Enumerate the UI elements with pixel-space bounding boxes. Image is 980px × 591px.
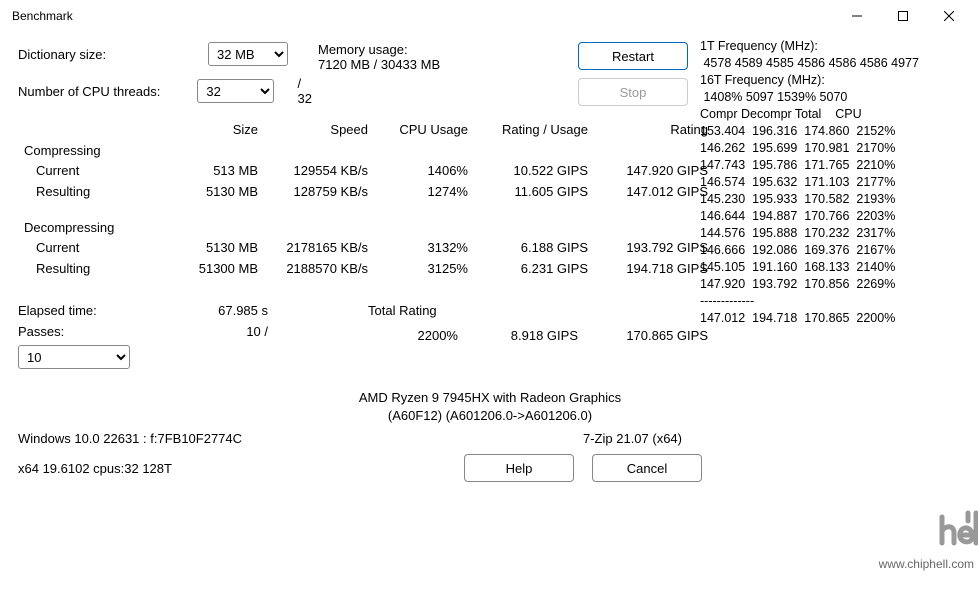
restart-button[interactable]: Restart: [578, 42, 688, 70]
minimize-button[interactable]: [834, 0, 880, 32]
threads-label: Number of CPU threads:: [18, 84, 197, 99]
col-cpu: CPU Usage: [368, 122, 468, 137]
col-size: Size: [168, 122, 258, 137]
window-title: Benchmark: [8, 9, 73, 23]
memory-usage-value: 7120 MB / 30433 MB: [318, 57, 578, 72]
chiphell-logo: [868, 503, 978, 549]
elapsed-label: Elapsed time:: [18, 303, 148, 318]
total-ratio: 8.918 GIPS: [458, 328, 578, 343]
total-rating: 170.865 GIPS: [578, 328, 708, 343]
os-info: Windows 10.0 22631 : f:7FB10F2774C: [18, 431, 583, 446]
elapsed-value: 67.985 s: [148, 303, 268, 318]
watermark-url: www.chiphell.com: [879, 557, 974, 571]
passes-value: 10 /: [148, 324, 268, 339]
titlebar: Benchmark: [0, 0, 980, 32]
memory-usage-label: Memory usage:: [318, 42, 578, 57]
frequency-panel: 1T Frequency (MHz): 4578 4589 4585 4586 …: [700, 38, 919, 327]
cancel-button[interactable]: Cancel: [592, 454, 702, 482]
col-ratio: Rating / Usage: [468, 122, 588, 137]
total-cpu: 2200%: [338, 328, 458, 343]
content-area: Dictionary size: 32 MB Number of CPU thr…: [0, 32, 980, 492]
arch-info: x64 19.6102 cpus:32 128T: [18, 461, 464, 476]
passes-label: Passes:: [18, 324, 148, 339]
threads-total: / 32: [298, 76, 318, 106]
maximize-button[interactable]: [880, 0, 926, 32]
help-button[interactable]: Help: [464, 454, 574, 482]
dict-size-label: Dictionary size:: [18, 47, 208, 62]
dict-size-select[interactable]: 32 MB: [208, 42, 288, 66]
stop-button: Stop: [578, 78, 688, 106]
col-rating: Rating: [588, 122, 708, 137]
app-info: 7-Zip 21.07 (x64): [583, 431, 962, 446]
col-speed: Speed: [258, 122, 368, 137]
threads-select[interactable]: 32: [197, 79, 273, 103]
close-button[interactable]: [926, 0, 972, 32]
passes-select[interactable]: 10: [18, 345, 130, 369]
cpu-info: AMD Ryzen 9 7945HX with Radeon Graphics …: [18, 389, 962, 425]
